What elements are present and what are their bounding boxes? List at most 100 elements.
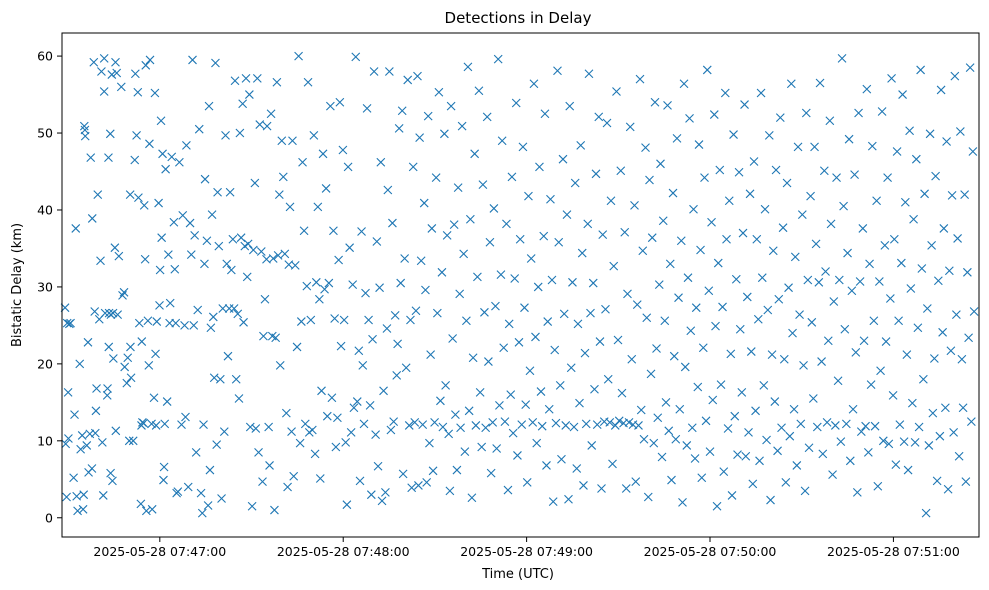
x-tick-label: 2025-05-28 07:49:00 bbox=[460, 544, 593, 559]
data-point-marker bbox=[895, 420, 905, 430]
data-point-marker bbox=[120, 362, 130, 372]
data-point-marker bbox=[169, 217, 179, 227]
data-point-marker bbox=[445, 486, 455, 496]
data-point-marker bbox=[408, 162, 418, 172]
data-point-marker bbox=[93, 190, 103, 199]
data-point-marker bbox=[663, 100, 672, 110]
data-point-marker bbox=[66, 318, 75, 328]
data-point-marker bbox=[632, 300, 642, 310]
data-point-marker bbox=[295, 438, 305, 448]
data-point-marker bbox=[161, 164, 171, 174]
data-point-marker bbox=[608, 459, 617, 469]
data-point-marker bbox=[888, 391, 898, 400]
x-tick-label: 2025-05-28 07:47:00 bbox=[93, 544, 226, 559]
data-point-marker bbox=[636, 405, 646, 415]
data-point-marker bbox=[365, 401, 375, 410]
data-point-marker bbox=[880, 240, 890, 250]
data-point-marker bbox=[969, 307, 979, 316]
data-point-marker bbox=[749, 157, 759, 166]
data-point-marker bbox=[821, 267, 830, 276]
data-point-marker bbox=[274, 190, 284, 199]
data-point-marker bbox=[575, 398, 584, 408]
data-point-marker bbox=[763, 305, 773, 315]
data-point-marker bbox=[954, 451, 964, 461]
data-point-marker bbox=[698, 343, 708, 353]
data-point-marker bbox=[745, 189, 755, 199]
data-point-marker bbox=[462, 316, 471, 326]
data-point-marker bbox=[812, 422, 822, 432]
data-point-marker bbox=[78, 504, 88, 514]
data-point-marker bbox=[777, 423, 786, 433]
data-point-marker bbox=[508, 428, 518, 438]
data-point-marker bbox=[243, 239, 253, 249]
data-point-marker bbox=[943, 484, 953, 494]
data-point-marker bbox=[939, 224, 949, 233]
data-point-marker bbox=[159, 475, 168, 485]
data-point-marker bbox=[515, 234, 525, 244]
data-point-marker bbox=[144, 361, 154, 370]
data-point-marker bbox=[130, 69, 140, 79]
data-point-marker bbox=[964, 333, 973, 343]
data-point-marker bbox=[359, 419, 369, 429]
data-point-marker bbox=[310, 449, 320, 459]
data-point-marker bbox=[683, 273, 693, 283]
data-point-marker bbox=[744, 427, 753, 437]
data-point-marker bbox=[136, 499, 146, 509]
data-point-marker bbox=[307, 425, 317, 435]
data-point-marker bbox=[478, 180, 488, 189]
data-point-marker bbox=[239, 317, 248, 327]
data-point-marker bbox=[186, 250, 196, 259]
data-point-marker bbox=[856, 427, 866, 436]
data-point-marker bbox=[69, 473, 79, 483]
data-point-marker bbox=[806, 191, 815, 201]
data-point-marker bbox=[851, 347, 861, 357]
data-point-marker bbox=[656, 159, 665, 169]
data-point-marker bbox=[264, 422, 274, 432]
data-point-marker bbox=[799, 361, 808, 370]
data-point-marker bbox=[756, 88, 766, 98]
data-point-marker bbox=[801, 108, 811, 118]
data-point-marker bbox=[667, 475, 676, 485]
data-point-marker bbox=[97, 67, 106, 76]
data-point-marker bbox=[510, 274, 520, 283]
data-point-marker bbox=[867, 141, 877, 151]
data-point-marker bbox=[309, 130, 319, 140]
data-point-marker bbox=[581, 419, 591, 429]
data-point-marker bbox=[922, 304, 932, 313]
data-point-marker bbox=[565, 101, 575, 111]
data-point-marker bbox=[244, 90, 254, 99]
data-point-marker bbox=[250, 178, 260, 188]
data-point-marker bbox=[398, 469, 408, 479]
data-point-marker bbox=[788, 328, 797, 338]
data-point-marker bbox=[878, 436, 888, 446]
data-point-marker bbox=[727, 491, 737, 500]
x-tick-label: 2025-05-28 07:50:00 bbox=[644, 544, 777, 559]
data-point-marker bbox=[694, 140, 704, 149]
data-point-marker bbox=[71, 224, 81, 233]
data-point-marker bbox=[147, 419, 156, 429]
data-point-marker bbox=[372, 237, 382, 246]
data-point-marker bbox=[290, 260, 300, 270]
data-point-marker bbox=[572, 464, 582, 473]
data-point-marker bbox=[112, 68, 122, 78]
data-point-marker bbox=[511, 98, 521, 108]
data-point-marker bbox=[697, 473, 707, 483]
data-point-marker bbox=[193, 305, 203, 315]
data-point-marker bbox=[630, 200, 639, 210]
y-tick-label: 0 bbox=[45, 510, 53, 525]
data-point-marker bbox=[268, 254, 278, 263]
data-point-marker bbox=[850, 170, 859, 179]
data-point-marker bbox=[916, 65, 926, 75]
data-point-marker bbox=[149, 393, 159, 403]
data-point-marker bbox=[815, 78, 825, 88]
data-point-marker bbox=[741, 451, 751, 461]
data-point-marker bbox=[584, 69, 594, 79]
data-point-marker bbox=[687, 423, 697, 433]
data-point-marker bbox=[590, 384, 599, 394]
data-point-marker bbox=[601, 304, 610, 314]
data-point-marker bbox=[185, 218, 195, 228]
data-point-marker bbox=[369, 67, 379, 76]
data-point-marker bbox=[451, 410, 460, 420]
data-point-marker bbox=[676, 236, 686, 246]
data-point-marker bbox=[746, 347, 756, 356]
